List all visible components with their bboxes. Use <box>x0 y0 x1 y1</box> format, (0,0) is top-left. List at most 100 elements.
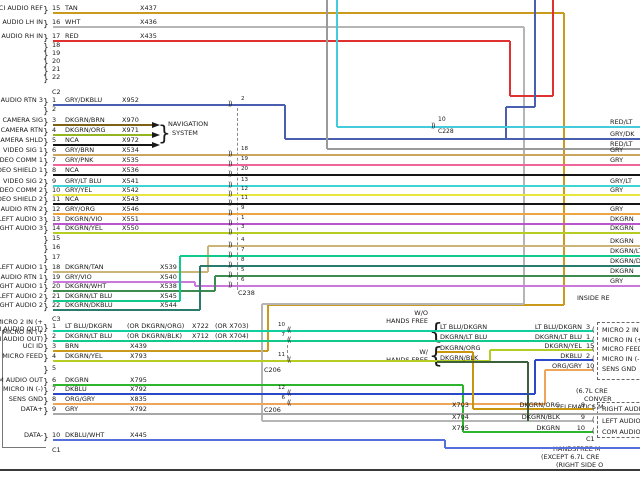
connector-pin-number: 17 <box>52 253 61 261</box>
connector-pin-bracket: } <box>43 255 49 265</box>
mirror-box-pin-glyph: ( <box>592 345 595 353</box>
wire-uci-audio-ref-tan-uci-id-brn <box>267 305 269 351</box>
mirror-pin-wire-color: DKBLU <box>560 352 582 360</box>
mirror-box-pin-glyph: ( <box>592 336 595 344</box>
pin-signal-label: VIDEO SIG 1 <box>3 146 43 154</box>
connector-pin-bracket: } <box>43 6 49 16</box>
wire-audio-rtn3-blue <box>53 104 285 106</box>
connector-pin-bracket: } <box>43 303 49 313</box>
pin-wire-color-alt: (OR DKGRN/BLK) <box>127 332 182 340</box>
wire-data-minus <box>53 439 445 441</box>
connector-pin-bracket: } <box>43 128 49 138</box>
wire-video-comm1 <box>53 164 640 166</box>
wire-micro-in-pos <box>53 340 593 342</box>
wire-uci-audio-lh-wht <box>262 303 524 305</box>
inline-c228-marker: )) <box>431 122 436 130</box>
nav-arrow-icon <box>152 141 160 148</box>
right-edge-wire-label: RED/LT <box>610 140 633 148</box>
connector-name-c1: C1 <box>52 446 61 454</box>
pin-wire-color: TAN <box>65 4 78 12</box>
connector-pin-number: 19 <box>52 49 61 57</box>
inline-c238-marker: )) <box>228 271 233 279</box>
module-pin-number: 10 <box>576 424 585 432</box>
connector-pin-bracket: } <box>43 245 49 255</box>
wire-uci-audio-lh-wht <box>262 420 593 422</box>
inline-c206-pin-number: 12 <box>278 385 285 391</box>
wire-video-comm2 <box>53 194 640 196</box>
connector-pin-bracket: } <box>43 158 49 168</box>
pin-wire-color-alt: (OR DKGRN/ORG) <box>127 322 185 330</box>
pin-circuit-code: X722 <box>192 322 209 330</box>
wire-audio-rtn3-blue <box>284 105 286 139</box>
connector-pin-number: 18 <box>52 263 61 271</box>
nav-arrow-icon <box>152 121 160 128</box>
inline-connector-c228-name: C228 <box>438 128 454 135</box>
mirror-pin-number: 10 <box>586 362 595 370</box>
pin-signal-label: UCI AUDIO LH IN <box>0 18 43 26</box>
connector-pin-number: 17 <box>52 32 61 40</box>
connector-pin-bracket: } <box>43 179 49 189</box>
inline-c238-marker: )) <box>228 251 233 259</box>
right-edge-wire-label: DKGRN <box>610 224 634 232</box>
inline-c238-pin-number: 3 <box>241 224 245 230</box>
handsfree-wo-label-line1: W/O <box>414 309 428 317</box>
inline-c206-marker: (( <box>287 326 292 334</box>
connector-pin-bracket: } <box>43 118 49 128</box>
inline-connector-c228-pin: 10 <box>438 116 446 123</box>
module-pin-number: 8 <box>580 401 585 409</box>
connector-pin-number: 3 <box>52 342 57 350</box>
inline-c206-pin-number: 10 <box>278 322 285 328</box>
handsfree-wire-color-label: DKGRN/ORG <box>440 344 481 352</box>
wire-micro-in-neg <box>53 393 535 395</box>
module-caption-line3: (RIGHT SIDE O <box>556 461 604 469</box>
pin-wire-color: WHT <box>65 18 81 26</box>
inline-connector-c238-name: C238 <box>238 289 255 297</box>
connector-pin-bracket: } <box>43 387 49 397</box>
pin-circuit-code: X538 <box>160 282 177 290</box>
connector-pin-number: 22 <box>52 73 61 81</box>
right-edge-wire-label: DKGRN/LT <box>610 247 640 255</box>
wire-audio-rtn2 <box>53 213 640 215</box>
wire-data-minus <box>445 447 640 449</box>
nav-arrow-icon <box>152 131 160 138</box>
connector-pin-bracket: } <box>43 43 49 53</box>
inline-c238-pin-number: 12 <box>241 186 248 192</box>
connector-name-c3: C3 <box>52 315 61 323</box>
pin-circuit-code: X541 <box>122 177 139 185</box>
connector-pin-number: 21 <box>52 65 61 73</box>
module-caption-line1: HANDSFREE M <box>553 445 601 453</box>
connector-pin-number: 5 <box>52 364 57 372</box>
pin-circuit-code: X436 <box>140 18 157 26</box>
wire-cyan-trunk <box>337 126 640 128</box>
wire-video-sig2 <box>53 185 640 187</box>
connector-pin-number: 8 <box>52 395 57 403</box>
wire-cyan-trunk <box>336 0 338 127</box>
wire-micro-feed <box>489 350 491 361</box>
connector-pin-bracket: } <box>43 324 49 334</box>
pin-signal-label: MICRO IN (-) <box>2 385 43 393</box>
pin-wire-color: GRY/LT BLU <box>65 177 102 185</box>
connector-pin-bracket: } <box>43 354 49 364</box>
connector-pin-number: 7 <box>52 385 57 393</box>
inline-c206-marker: (( <box>287 389 292 397</box>
connector-name-c2: C2 <box>52 88 61 96</box>
wire-aux-blue-trunk <box>505 107 507 139</box>
right-edge-wire-label: DKGRN <box>610 267 634 275</box>
wire-uci-audio-ref-tan-uci-id-brn <box>268 304 564 306</box>
wire-aux-blue-trunk <box>506 106 535 108</box>
pin-circuit-code: X534 <box>122 146 139 154</box>
inline-c238-pin-number: 1 <box>241 215 245 221</box>
mirror-pin-wire-color: LT BLU/DKGRN <box>534 323 582 331</box>
connector-pin-number: 1 <box>52 96 57 104</box>
inline-c238-pin-number: 4 <box>241 237 245 243</box>
wire-uci-audio-ref-tan-uci-id-brn <box>53 12 564 14</box>
wire-hf-dkgrn-blk <box>437 361 528 363</box>
connector-pin-bracket: } <box>43 20 49 30</box>
pin-circuit-code: X539 <box>160 263 177 271</box>
inline-c238-pin-number: 20 <box>241 166 248 172</box>
pin-circuit-code: X435 <box>140 32 157 40</box>
wire-camera-rtn <box>53 134 152 136</box>
pin-signal-label: CAMERA RTN <box>0 126 43 134</box>
inline-c206-pin-number: 7 <box>281 332 286 338</box>
pin-wire-color: GRY/YEL <box>65 186 92 194</box>
